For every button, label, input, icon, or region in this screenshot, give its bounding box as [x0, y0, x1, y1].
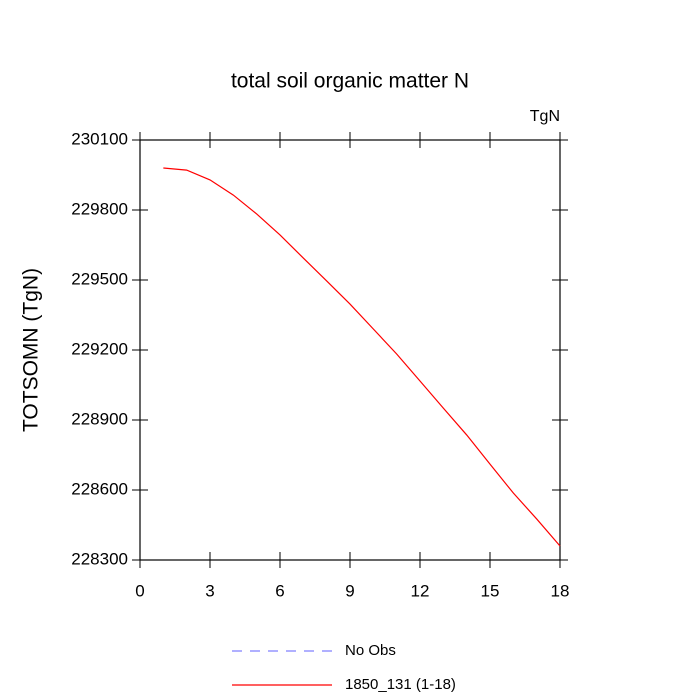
x-tick-label: 15	[481, 581, 500, 600]
x-tick-label: 12	[411, 581, 430, 600]
x-tick-label: 18	[551, 581, 570, 600]
y-tick-label: 228600	[71, 479, 128, 498]
x-tick-label: 9	[345, 581, 354, 600]
units-label: TgN	[530, 108, 560, 125]
x-tick-label: 3	[205, 581, 214, 600]
y-tick-label: 229800	[71, 199, 128, 218]
y-tick-label: 228900	[71, 409, 128, 428]
legend-label: 1850_131 (1-18)	[345, 676, 456, 693]
y-tick-label: 228300	[71, 549, 128, 568]
x-tick-label: 0	[135, 581, 144, 600]
y-tick-label: 229500	[71, 269, 128, 288]
plot-frame	[139, 139, 561, 561]
chart-title: total soil organic matter N	[231, 70, 469, 93]
y-tick-label: 229200	[71, 339, 128, 358]
legend-label: No Obs	[345, 642, 396, 659]
x-tick-label: 6	[275, 581, 284, 600]
y-tick-label: 230100	[71, 129, 128, 148]
y-axis-label: TOTSOMN (TgN)	[20, 268, 43, 432]
data-line	[163, 167, 561, 547]
